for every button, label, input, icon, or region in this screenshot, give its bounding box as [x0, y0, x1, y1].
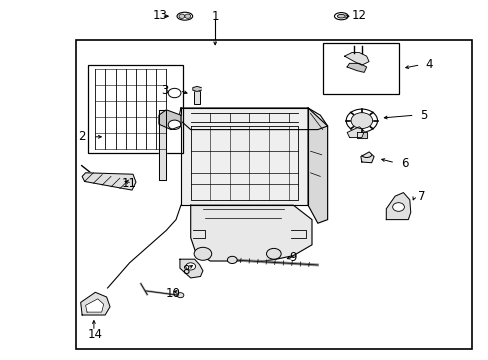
Polygon shape	[85, 299, 103, 312]
Bar	[194, 91, 200, 104]
Circle shape	[179, 14, 184, 18]
Polygon shape	[356, 132, 366, 138]
Text: 1: 1	[211, 10, 219, 23]
Polygon shape	[360, 152, 373, 163]
Ellipse shape	[177, 12, 192, 20]
Circle shape	[168, 120, 181, 130]
Text: 11: 11	[122, 177, 137, 190]
Text: 8: 8	[182, 264, 189, 277]
Polygon shape	[192, 86, 201, 91]
Bar	[322, 43, 398, 94]
Polygon shape	[344, 53, 368, 65]
Polygon shape	[307, 108, 327, 223]
Text: 14: 14	[88, 328, 102, 341]
Circle shape	[194, 247, 211, 260]
Circle shape	[350, 113, 372, 129]
Circle shape	[168, 88, 181, 98]
Text: 9: 9	[289, 251, 297, 264]
Polygon shape	[181, 108, 307, 205]
Circle shape	[177, 293, 183, 298]
Polygon shape	[82, 173, 136, 190]
Polygon shape	[386, 193, 410, 220]
Circle shape	[227, 256, 237, 264]
Polygon shape	[346, 127, 364, 138]
Text: 13: 13	[153, 9, 167, 22]
Text: 3: 3	[161, 84, 168, 97]
Circle shape	[184, 14, 190, 18]
Text: 5: 5	[420, 109, 427, 122]
Text: 4: 4	[425, 58, 432, 71]
Circle shape	[185, 263, 195, 270]
Text: 6: 6	[400, 157, 407, 170]
Polygon shape	[180, 259, 203, 278]
Circle shape	[266, 248, 281, 259]
Ellipse shape	[337, 14, 345, 18]
Circle shape	[346, 109, 377, 132]
Text: 10: 10	[166, 287, 181, 300]
Polygon shape	[159, 110, 166, 180]
Text: 7: 7	[417, 190, 425, 203]
Ellipse shape	[334, 13, 347, 20]
Polygon shape	[178, 108, 327, 130]
Bar	[88, 65, 183, 153]
Text: 2: 2	[78, 130, 85, 143]
Polygon shape	[346, 63, 366, 72]
Circle shape	[392, 203, 404, 211]
Bar	[76, 40, 471, 349]
Polygon shape	[190, 205, 311, 261]
Polygon shape	[81, 292, 110, 315]
Text: 12: 12	[351, 9, 366, 22]
Polygon shape	[159, 110, 181, 130]
